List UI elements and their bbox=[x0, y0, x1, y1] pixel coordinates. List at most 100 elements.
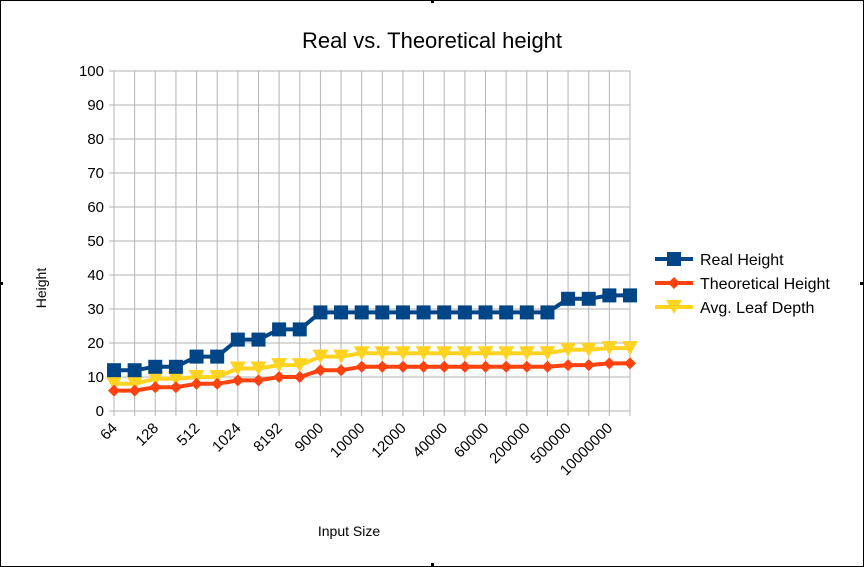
data-point-theoretical-height bbox=[314, 364, 327, 377]
legend-label-real-height: Real Height bbox=[700, 252, 784, 269]
x-tick-label: 10000 bbox=[327, 420, 369, 462]
x-tick-label: 200000 bbox=[486, 420, 533, 467]
y-tick-label: 10 bbox=[87, 369, 104, 386]
data-point-theoretical-height bbox=[624, 357, 636, 370]
data-point-theoretical-height bbox=[438, 360, 451, 373]
series-real-height bbox=[107, 288, 637, 378]
data-point-avg-leaf-depth bbox=[518, 346, 535, 361]
data-point-real-height bbox=[210, 349, 225, 364]
data-point-real-height bbox=[189, 349, 204, 364]
resize-handle-left[interactable] bbox=[0, 282, 3, 285]
data-point-real-height bbox=[602, 288, 617, 303]
y-tick-label: 90 bbox=[87, 97, 104, 114]
legend-marker-theoretical-height bbox=[668, 277, 680, 289]
data-point-real-height bbox=[272, 322, 287, 337]
y-tick-label: 60 bbox=[87, 199, 104, 216]
data-point-theoretical-height bbox=[231, 374, 244, 387]
data-point-real-height bbox=[457, 305, 472, 320]
data-point-avg-leaf-depth bbox=[333, 349, 350, 364]
data-point-avg-leaf-depth bbox=[374, 346, 391, 361]
data-point-avg-leaf-depth bbox=[580, 342, 597, 357]
legend-label-theoretical-height: Theoretical Height bbox=[700, 276, 830, 293]
data-point-real-height bbox=[540, 305, 555, 320]
data-point-theoretical-height bbox=[293, 371, 306, 383]
y-tick-label: 70 bbox=[87, 165, 104, 182]
data-point-theoretical-height bbox=[417, 360, 430, 373]
legend-marker-real-height bbox=[667, 252, 681, 266]
series-layer bbox=[106, 288, 638, 397]
data-point-real-height bbox=[107, 363, 121, 378]
data-point-theoretical-height bbox=[376, 360, 389, 373]
data-point-theoretical-height bbox=[603, 357, 616, 370]
data-point-avg-leaf-depth bbox=[539, 346, 556, 361]
y-tick-label: 0 bbox=[96, 403, 104, 420]
x-tick-label: 128 bbox=[132, 420, 162, 450]
y-tick-label: 20 bbox=[87, 335, 104, 352]
data-point-avg-leaf-depth bbox=[312, 349, 329, 364]
data-point-real-height bbox=[375, 305, 390, 320]
grid-lines bbox=[109, 70, 631, 416]
x-tick-label: 1024 bbox=[209, 420, 245, 456]
data-point-real-height bbox=[127, 363, 142, 378]
data-point-avg-leaf-depth bbox=[106, 376, 122, 391]
legend-label-avg-leaf-depth: Avg. Leaf Depth bbox=[700, 300, 814, 317]
legend: Real Height Theoretical Height Avg. Leaf D… bbox=[655, 252, 830, 317]
x-tick-label: 512 bbox=[174, 420, 204, 450]
x-axis-ticks: 64 128 512 1024 8192 9000 10000 12000 40000 60000… bbox=[97, 420, 616, 479]
data-point-theoretical-height bbox=[190, 377, 203, 390]
data-point-avg-leaf-depth bbox=[229, 361, 246, 376]
series-avg-leaf-depth bbox=[106, 341, 638, 391]
data-point-real-height bbox=[395, 305, 410, 320]
data-point-avg-leaf-depth bbox=[415, 346, 432, 361]
data-point-theoretical-height bbox=[541, 360, 554, 373]
x-tick-label: 8192 bbox=[250, 420, 286, 456]
series-theoretical-height bbox=[108, 357, 636, 397]
data-point-avg-leaf-depth bbox=[126, 376, 143, 391]
data-point-real-height bbox=[292, 322, 307, 337]
data-point-avg-leaf-depth bbox=[209, 370, 226, 384]
data-point-avg-leaf-depth bbox=[456, 346, 473, 361]
data-point-avg-leaf-depth bbox=[436, 346, 453, 361]
data-point-real-height bbox=[148, 359, 163, 374]
data-point-real-height bbox=[313, 305, 328, 320]
resize-handle-right[interactable] bbox=[860, 282, 863, 285]
data-point-avg-leaf-depth bbox=[271, 358, 288, 373]
data-point-theoretical-height bbox=[149, 381, 162, 394]
data-point-real-height bbox=[499, 305, 514, 320]
data-point-theoretical-height bbox=[128, 384, 141, 397]
data-point-theoretical-height bbox=[273, 371, 286, 383]
legend-marker-avg-leaf-depth bbox=[666, 300, 682, 314]
data-point-real-height bbox=[437, 305, 452, 320]
y-tick-label: 100 bbox=[79, 63, 104, 80]
chart-title: Real vs. Theoretical height bbox=[302, 28, 562, 53]
data-point-real-height bbox=[519, 305, 534, 320]
y-axis-label: Height bbox=[33, 268, 49, 309]
y-axis-ticks: 0 10 20 30 40 50 60 70 80 90 100 bbox=[79, 63, 104, 420]
data-point-real-height bbox=[581, 291, 596, 306]
data-point-theoretical-height bbox=[562, 359, 575, 372]
data-point-real-height bbox=[168, 359, 183, 374]
x-tick-label: 12000 bbox=[368, 420, 410, 462]
data-point-avg-leaf-depth bbox=[477, 346, 494, 361]
x-tick-label: 40000 bbox=[410, 420, 452, 462]
data-point-theoretical-height bbox=[396, 360, 409, 373]
data-point-real-height bbox=[230, 332, 245, 347]
resize-handle-top[interactable] bbox=[431, 0, 434, 3]
data-point-avg-leaf-depth bbox=[560, 342, 577, 357]
data-point-avg-leaf-depth bbox=[167, 371, 184, 386]
data-point-theoretical-height bbox=[211, 377, 224, 390]
resize-handle-bottom[interactable] bbox=[431, 563, 434, 566]
data-point-real-height bbox=[561, 291, 576, 306]
data-point-theoretical-height bbox=[500, 360, 513, 373]
data-point-avg-leaf-depth bbox=[250, 361, 267, 376]
data-point-avg-leaf-depth bbox=[498, 346, 515, 361]
data-point-real-height bbox=[251, 332, 266, 347]
y-tick-label: 50 bbox=[87, 233, 104, 250]
data-point-avg-leaf-depth bbox=[291, 358, 308, 373]
data-point-avg-leaf-depth bbox=[353, 346, 370, 361]
data-point-avg-leaf-depth bbox=[622, 341, 638, 356]
data-point-theoretical-height bbox=[169, 381, 182, 394]
data-point-theoretical-height bbox=[252, 374, 265, 387]
